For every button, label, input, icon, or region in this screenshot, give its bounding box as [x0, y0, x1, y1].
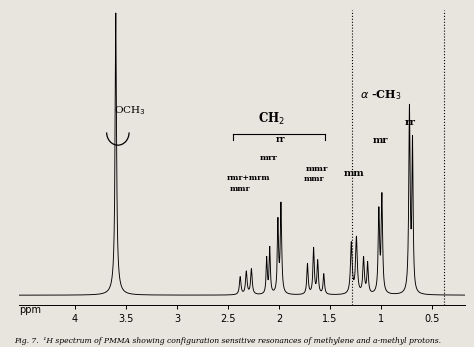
- Text: rr: rr: [276, 135, 285, 144]
- Text: $\alpha$ -CH$_3$: $\alpha$ -CH$_3$: [360, 88, 401, 102]
- Text: CH$_2$: CH$_2$: [258, 111, 285, 127]
- Text: mmr: mmr: [230, 186, 251, 194]
- Text: rr: rr: [405, 118, 416, 127]
- Text: mr: mr: [373, 136, 388, 145]
- Text: rmr+mrm: rmr+mrm: [227, 174, 270, 182]
- Text: OCH$_3$: OCH$_3$: [114, 104, 146, 117]
- Text: ppm: ppm: [19, 305, 41, 315]
- Text: mrr: mrr: [260, 154, 278, 162]
- Text: mmr: mmr: [303, 175, 324, 183]
- Text: mm: mm: [344, 169, 365, 178]
- Text: mmr: mmr: [305, 165, 328, 173]
- Text: Fig. 7.  ¹H spectrum of PMMA showing configuration sensitive resonances of methy: Fig. 7. ¹H spectrum of PMMA showing conf…: [14, 337, 441, 345]
